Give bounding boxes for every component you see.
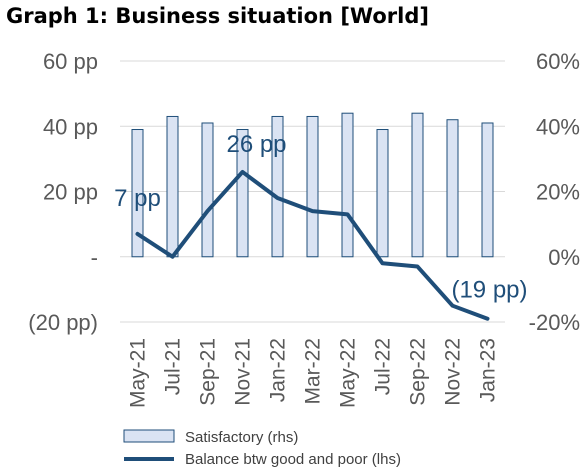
balance-line xyxy=(135,169,490,321)
satisfactory-bar xyxy=(271,115,284,258)
x-axis-tick-label: May-22 xyxy=(337,338,360,408)
right-axis-tick-label: 60% xyxy=(536,49,580,74)
right-axis-tick-label: 20% xyxy=(536,180,580,205)
legend-label-satisfactory: Satisfactory (rhs) xyxy=(185,429,298,446)
balance-line-group xyxy=(135,169,490,321)
data-label: 7 pp xyxy=(114,185,161,212)
legend: Satisfactory (rhs) Balance btw good and p… xyxy=(123,429,401,468)
satisfactory-bar xyxy=(236,129,249,258)
right-axis-tick-label: 0% xyxy=(548,245,580,270)
left-axis-tick-label: 20 pp xyxy=(43,180,98,205)
satisfactory-bars xyxy=(131,112,494,258)
satisfactory-bar xyxy=(341,112,354,258)
chart-title: Graph 1: Business situation [World] xyxy=(6,4,429,28)
right-axis-ticks: -20% 0% 20% 40% 60% xyxy=(529,49,580,335)
data-label: 26 pp xyxy=(226,131,286,158)
satisfactory-bar xyxy=(306,115,319,258)
satisfactory-bar xyxy=(481,122,494,258)
satisfactory-bar xyxy=(446,119,459,258)
right-axis-tick-label: -20% xyxy=(529,310,580,335)
left-axis-tick-label: (20 pp) xyxy=(28,310,98,335)
legend-label-balance: Balance btw good and poor (lhs) xyxy=(185,451,401,468)
left-axis-tick-label: 60 pp xyxy=(43,49,98,74)
satisfactory-bar xyxy=(376,129,389,258)
x-axis-tick-label: Sep-21 xyxy=(197,338,220,406)
x-axis-ticks: May-21 Jul-21 Sep-21 Nov-21 Jan-22 Mar-22 May-… xyxy=(127,338,500,408)
x-axis-tick-label: Jan-23 xyxy=(477,338,500,402)
x-axis-tick-label: Jul-22 xyxy=(372,338,395,395)
x-axis-tick-label: Mar-22 xyxy=(302,338,325,405)
satisfactory-bar xyxy=(166,115,179,258)
left-axis-ticks: (20 pp) - 20 pp 40 pp 60 pp xyxy=(28,49,98,335)
x-axis-tick-label: Sep-22 xyxy=(407,338,430,406)
data-labels: 7 pp 26 pp (19 pp) xyxy=(114,131,527,304)
legend-swatch-bar xyxy=(123,429,175,443)
data-label: (19 pp) xyxy=(451,277,527,304)
satisfactory-bar xyxy=(201,122,214,258)
x-axis-tick-label: Jan-22 xyxy=(267,338,290,402)
left-axis-tick-label: - xyxy=(91,245,98,270)
x-axis-tick-label: Jul-21 xyxy=(162,338,185,395)
x-axis-tick-label: May-21 xyxy=(127,338,150,408)
x-axis-tick-label: Nov-22 xyxy=(442,338,465,406)
x-axis-tick-label: Nov-21 xyxy=(232,338,255,406)
left-axis-tick-label: 40 pp xyxy=(43,114,98,139)
right-axis-tick-label: 40% xyxy=(536,114,580,139)
satisfactory-bar xyxy=(411,112,424,258)
satisfactory-bar xyxy=(131,129,144,258)
